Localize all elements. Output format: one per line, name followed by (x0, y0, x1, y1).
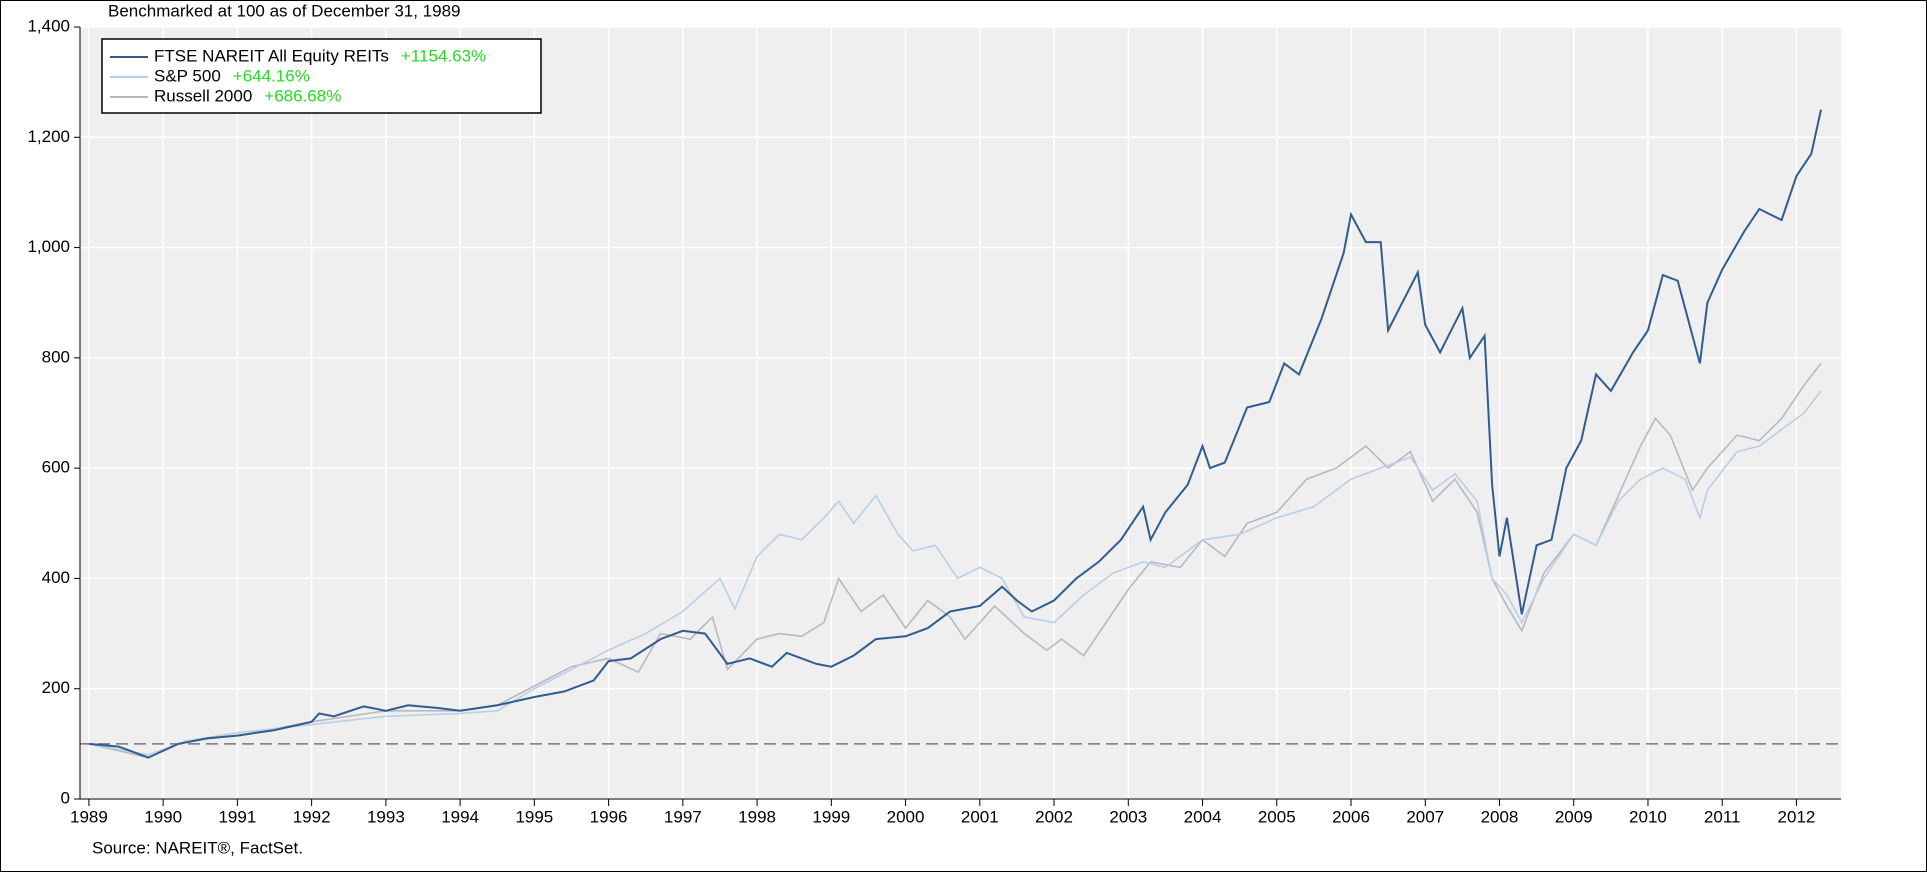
legend-label: S&P 500 (154, 66, 221, 85)
y-tick-label: 800 (42, 347, 70, 366)
y-tick-label: 1,200 (27, 127, 70, 146)
y-tick-label: 1,400 (27, 16, 70, 35)
x-tick-label: 1990 (144, 807, 182, 826)
y-tick-label: 400 (42, 568, 70, 587)
axes: 0 200 400 600 800 1,000 1,200 1,400 1989 1990 1991… (27, 16, 1841, 826)
legend-change: +1154.63% (401, 46, 486, 65)
legend: FTSE NAREIT All Equity REITs +1154.63% S&P… (101, 38, 542, 114)
legend-label: FTSE NAREIT All Equity REITs (154, 46, 389, 65)
x-tick-label: 1991 (218, 807, 256, 826)
y-tick-label: 0 (61, 788, 70, 807)
x-tick-label: 2000 (887, 807, 925, 826)
x-tick-label: 2009 (1555, 807, 1593, 826)
x-tick-label: 1992 (293, 807, 331, 826)
series-line (88, 109, 1822, 759)
x-tick-label: 2010 (1629, 807, 1667, 826)
x-tick-label: 1989 (70, 807, 108, 826)
y-tick-label: 600 (42, 458, 70, 477)
x-tick-label: 2002 (1035, 807, 1073, 826)
subtitle: Benchmarked at 100 as of December 31, 19… (108, 1, 461, 20)
legend-box (101, 38, 542, 114)
x-tick-label: 2011 (1704, 807, 1741, 826)
x-tick-label: 1994 (441, 807, 479, 826)
x-tick-label: 1998 (738, 807, 776, 826)
legend-change: +686.68% (264, 86, 341, 105)
x-tick-label: 2007 (1406, 807, 1444, 826)
x-tick-label: 2006 (1332, 807, 1370, 826)
x-tick-label: 1993 (367, 807, 405, 826)
x-tick-label: 2001 (961, 807, 999, 826)
x-tick-label: 2008 (1481, 807, 1519, 826)
legend-change: +644.16% (233, 66, 310, 85)
x-tick-label: 2005 (1258, 807, 1296, 826)
plot-area (80, 27, 1841, 799)
x-tick-label: 2004 (1184, 807, 1222, 826)
x-tick-label: 1999 (812, 807, 850, 826)
series-line (88, 390, 1822, 756)
x-tick-label: 2012 (1778, 807, 1816, 826)
source: Source: NAREIT®, FactSet. (92, 838, 303, 857)
y-tick-label: 200 (42, 678, 70, 697)
series-line (88, 362, 1822, 759)
y-tick-label: 1,000 (27, 237, 70, 256)
x-tick-label: 1997 (664, 807, 702, 826)
lines (80, 109, 1841, 759)
x-tick-label: 2003 (1109, 807, 1147, 826)
x-tick-label: 1995 (515, 807, 553, 826)
legend-label: Russell 2000 (154, 86, 252, 105)
x-tick-label: 1996 (590, 807, 628, 826)
